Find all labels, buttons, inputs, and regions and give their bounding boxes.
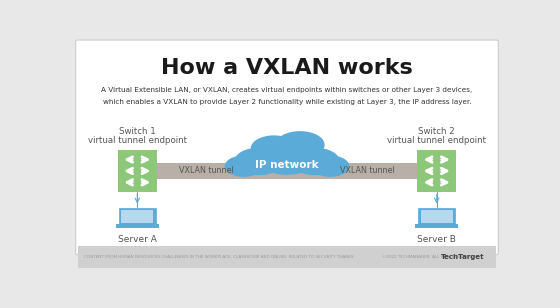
- Bar: [415, 224, 459, 228]
- Text: Server B: Server B: [417, 235, 456, 244]
- Circle shape: [251, 136, 297, 161]
- FancyBboxPatch shape: [76, 40, 498, 255]
- Text: ©2022 TECHMANAGER. ALL RIGHTS RESERVED: ©2022 TECHMANAGER. ALL RIGHTS RESERVED: [382, 255, 480, 259]
- Circle shape: [276, 132, 324, 158]
- Bar: [418, 208, 455, 224]
- Text: A Virtual Extensible LAN, or VXLAN, creates virtual endpoints within switches or: A Virtual Extensible LAN, or VXLAN, crea…: [101, 87, 473, 93]
- Text: virtual tunnel endpoint: virtual tunnel endpoint: [88, 136, 187, 145]
- Text: Switch 2: Switch 2: [418, 127, 455, 136]
- Bar: [122, 210, 153, 223]
- Text: IP network: IP network: [255, 160, 319, 170]
- Bar: [133, 223, 142, 225]
- Text: which enables a VXLAN to provide Layer 2 functionality while existing at Layer 3: which enables a VXLAN to provide Layer 2…: [102, 99, 472, 105]
- Bar: [115, 224, 159, 228]
- Bar: [421, 210, 452, 223]
- Text: Switch 1: Switch 1: [119, 127, 156, 136]
- Bar: [78, 246, 496, 268]
- Text: CONTENT FROM HUMAN RESOURCES CHALLENGES IN THE WORKPLACE, CLASSROOM AND ONLINE. : CONTENT FROM HUMAN RESOURCES CHALLENGES …: [85, 255, 354, 259]
- Text: VXLAN tunnel: VXLAN tunnel: [179, 166, 234, 176]
- Bar: [432, 223, 441, 225]
- Circle shape: [253, 137, 321, 174]
- Bar: [417, 150, 456, 192]
- Text: How a VXLAN works: How a VXLAN works: [161, 58, 413, 78]
- Circle shape: [312, 156, 349, 176]
- Text: TechTarget: TechTarget: [441, 254, 484, 260]
- Text: virtual tunnel endpoint: virtual tunnel endpoint: [387, 136, 486, 145]
- Circle shape: [235, 148, 283, 175]
- Text: VXLAN tunnel: VXLAN tunnel: [340, 166, 395, 176]
- Text: Server A: Server A: [118, 235, 157, 244]
- Bar: [157, 163, 417, 179]
- Circle shape: [291, 148, 339, 175]
- Bar: [118, 150, 157, 192]
- Circle shape: [225, 156, 262, 176]
- Bar: [119, 208, 156, 224]
